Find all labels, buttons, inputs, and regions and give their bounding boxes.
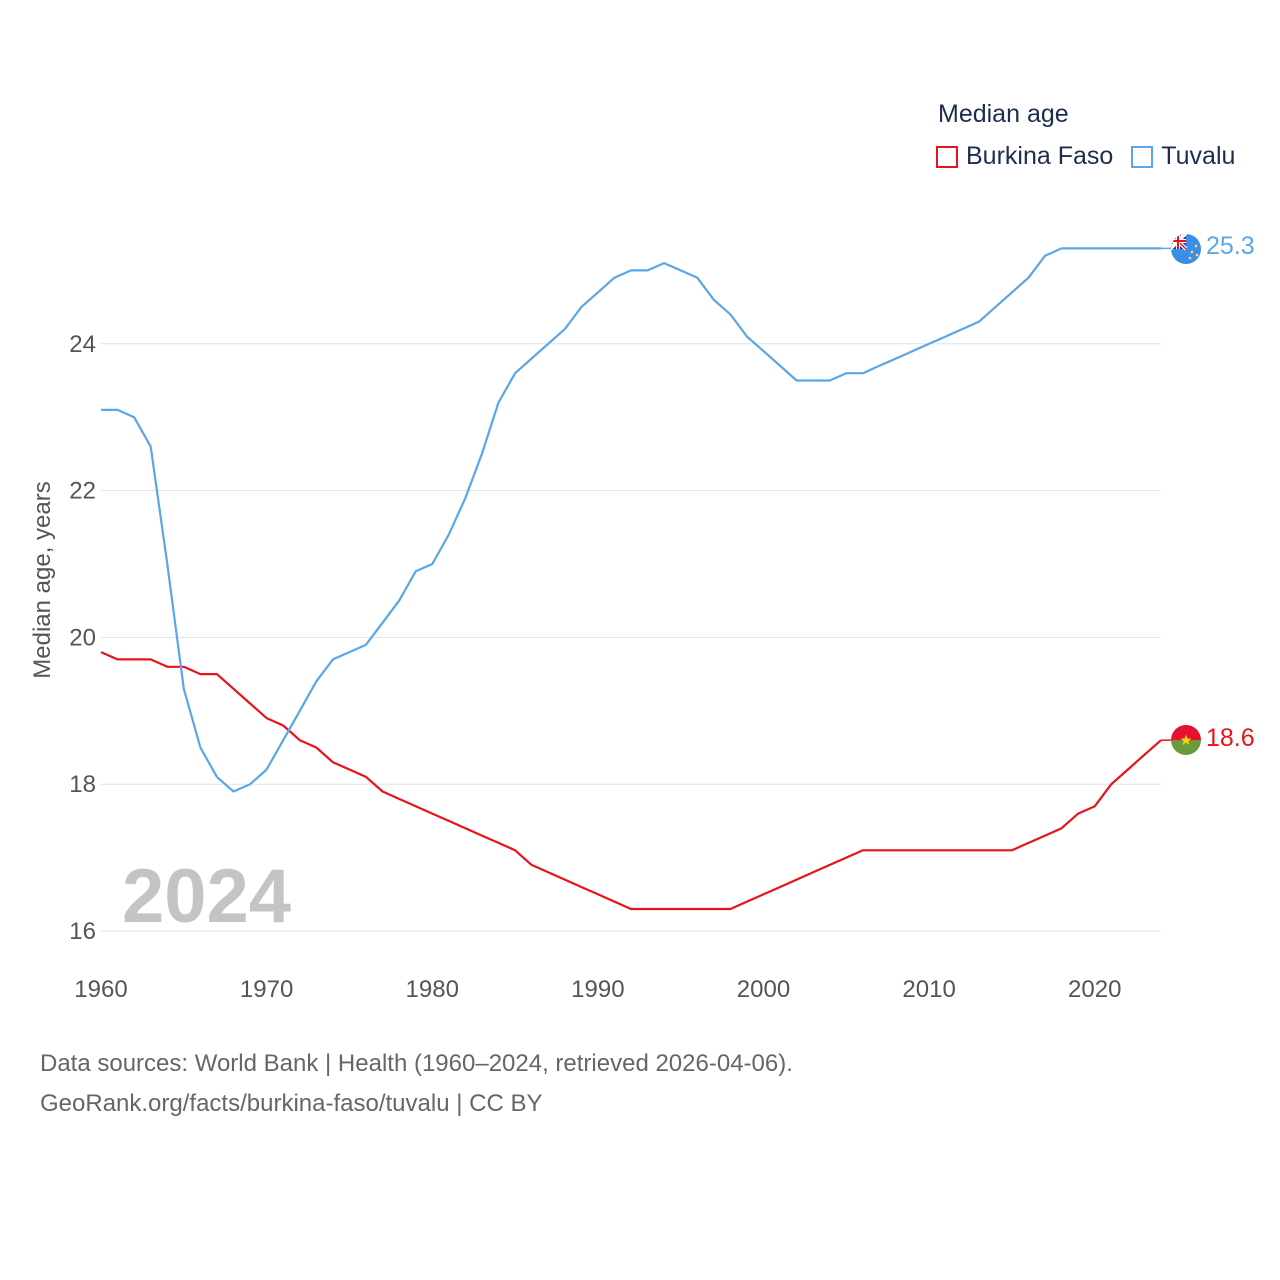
y-tick-label: 16 [69,918,96,945]
x-tick-label: 2020 [1068,976,1121,1003]
legend: Burkina Faso Tuvalu [936,142,1253,171]
legend-label-burkina-faso: Burkina Faso [966,142,1114,170]
x-tick-label: 1960 [74,976,127,1003]
legend-label-tuvalu: Tuvalu [1161,142,1236,170]
legend-item-burkina-faso[interactable]: Burkina Faso [936,142,1113,171]
legend-swatch-burkina-faso [936,145,958,168]
y-axis-ticks: 16 18 20 22 24 [69,331,96,945]
series-lines [100,247,1172,911]
x-tick-label: 2010 [902,976,955,1003]
legend-item-tuvalu[interactable]: Tuvalu [1131,142,1235,171]
current-year-label: 2024 [122,854,291,939]
source-link[interactable]: GeoRank.org/facts/burkina-faso/tuvalu | … [40,1090,543,1117]
legend-swatch-tuvalu [1131,145,1154,168]
y-tick-label: 24 [69,331,96,358]
burkina-faso-flag-icon [1171,725,1201,755]
y-tick-label: 18 [69,771,96,798]
series-line-burkina-faso [100,651,1162,911]
x-tick-label: 2000 [737,976,790,1003]
x-tick-label: 1980 [406,976,459,1003]
tuvalu-flag-icon [1171,234,1201,264]
tuvalu-end-value: 25.3 [1206,232,1255,260]
y-tick-label: 22 [69,478,96,505]
y-tick-label: 20 [69,624,96,651]
series-line-tuvalu [101,247,1161,793]
burkina-faso-end-value: 18.6 [1206,724,1255,752]
data-source-text: Data sources: World Bank | Health (1960–… [40,1050,793,1077]
legend-title: Median age [938,100,1069,128]
x-axis-ticks: 1960 1970 1980 1990 2000 2010 2020 [74,976,1121,1003]
y-axis-title: Median age, years [29,481,56,678]
x-tick-label: 1970 [240,976,293,1003]
footer: Data sources: World Bank | Health (1960–… [40,1044,793,1124]
grid-lines [101,343,1161,932]
x-tick-label: 1990 [571,976,624,1003]
